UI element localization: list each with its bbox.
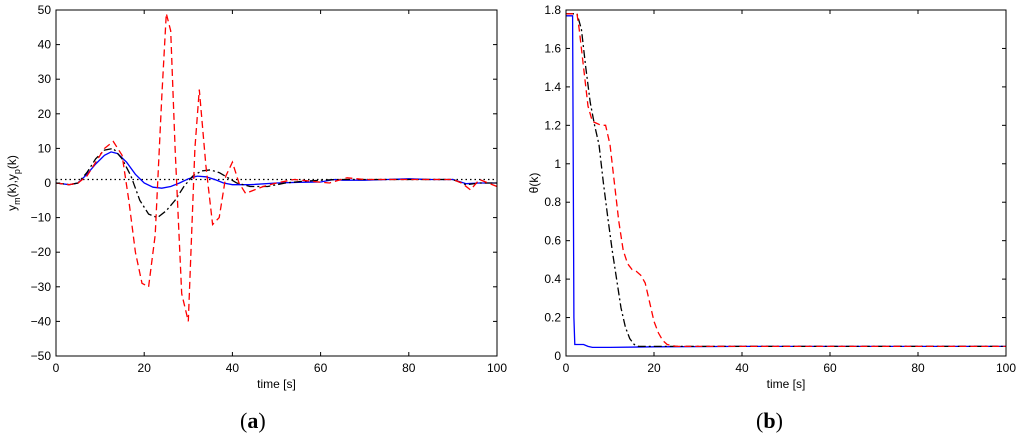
y-axis-label-part: (k) (5, 155, 19, 169)
series-line-3 (56, 147, 497, 219)
x-tick-label: 0 (563, 361, 570, 375)
y-tick-label: 20 (38, 107, 52, 121)
y-tick-label: −10 (31, 211, 52, 225)
x-tick-label: 20 (138, 361, 152, 375)
y-axis-label: ym(k),yp(k) (5, 155, 22, 211)
panel-a-chart: 0 20 40 60 80 100 −50 −40 −30 −20 −10 0 10 20 30 40 50 ti… (5, 3, 507, 391)
y-tick-label: −30 (31, 280, 52, 294)
x-axis-label: time [s] (767, 377, 806, 391)
plot-frame (565, 9, 1007, 357)
y-axis-label-part: (k),y (5, 174, 19, 197)
panel-a-label: (a) (240, 408, 266, 433)
y-tick-label: −50 (31, 349, 52, 363)
y-axis-label: θ(k) (527, 173, 541, 194)
series-line-1 (566, 15, 1006, 349)
x-tick-label: 40 (226, 361, 240, 375)
y-tick-label: 10 (38, 141, 52, 155)
x-axis-label: time [s] (257, 377, 296, 391)
y-axis-label-part: m (12, 197, 22, 205)
y-tick-label: 0.6 (544, 234, 561, 248)
y-tick-label: 1.2 (544, 118, 561, 132)
x-tick-label: 60 (823, 361, 837, 375)
y-tick-label: 0.4 (544, 272, 561, 286)
x-tick-label: 0 (53, 361, 60, 375)
x-tick-label: 60 (314, 361, 328, 375)
series-group (56, 13, 497, 322)
x-tick-label: 100 (487, 361, 507, 375)
series-line-4 (56, 13, 497, 322)
y-axis-label-part: p (12, 169, 22, 174)
x-tick-label: 80 (911, 361, 925, 375)
y-axis-label-part: y (5, 205, 19, 211)
y-tick-label: 0 (554, 349, 561, 363)
y-tick-label: 0.8 (544, 195, 561, 209)
y-tick-label: 0 (44, 176, 51, 190)
x-tick-label: 80 (402, 361, 416, 375)
y-tick-label: 30 (38, 72, 52, 86)
x-tick-label: 20 (647, 361, 661, 375)
y-tick-label: 1 (554, 157, 561, 171)
panel-b-label: (b) (756, 408, 783, 433)
series-line-3 (566, 13, 1006, 348)
panel-a-letter: a (247, 408, 259, 433)
y-tick-label: 1.6 (544, 41, 561, 55)
y-tick-label: 40 (38, 38, 52, 52)
x-tick-label: 100 (996, 361, 1016, 375)
y-tick-label: 1.8 (544, 3, 561, 17)
panel-b-chart: 0 20 40 60 80 100 0 0.2 0.4 0.6 0.8 1 1.2 1.4 1.6 1.8 ti… (527, 3, 1016, 391)
x-tick-label: 40 (735, 361, 749, 375)
y-tick-label: −20 (31, 245, 52, 259)
panel-b-letter: b (763, 408, 776, 433)
y-tick-label: 0.2 (544, 311, 561, 325)
y-tick-label: 1.4 (544, 80, 561, 94)
y-tick-label: 50 (38, 3, 52, 17)
series-group (566, 13, 1006, 349)
series-line-2 (566, 13, 1006, 348)
y-tick-label: −40 (31, 314, 52, 328)
